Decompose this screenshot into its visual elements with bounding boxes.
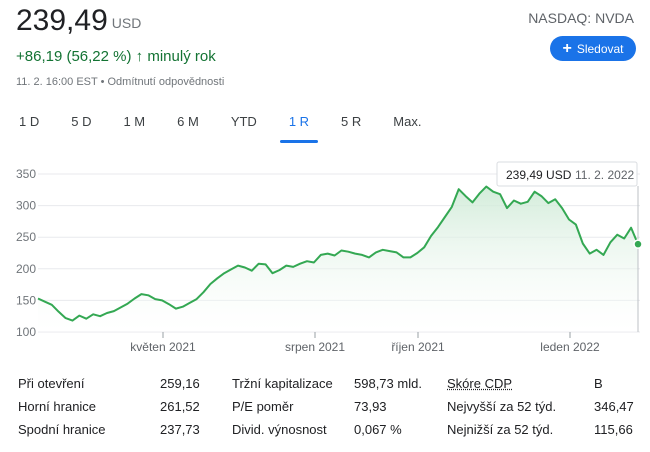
stat-value-cdp: B — [594, 376, 603, 391]
chart-current-point — [633, 239, 643, 249]
stat-value-52w-high: 346,47 — [594, 399, 634, 414]
stat-value-52w-low: 115,66 — [594, 422, 633, 437]
tab-ytd[interactable]: YTD — [230, 114, 257, 129]
stat-label-52w-low: Nejnižší za 52 týd. — [447, 422, 554, 437]
time-range-tabs: 1 D 5 D 1 M 6 M YTD 1 R 5 R Max. — [10, 110, 444, 143]
tooltip-date: 11. 2. 2022 — [575, 168, 634, 182]
price-chart[interactable]: 350 300 250 200 150 100 květen 2021 srpen 2021… — [0, 150, 650, 360]
chart-tooltip: 239,49 USD 11. 2. 2022 — [496, 161, 638, 187]
tab-1r[interactable]: 1 R — [279, 110, 319, 143]
stats-row: Spodní hranice 237,73 Divid. výnosnost 0… — [18, 422, 638, 440]
price-currency: USD — [111, 15, 142, 31]
y-tick-label: 100 — [16, 325, 36, 339]
y-tick-label: 150 — [16, 293, 36, 307]
price-value: 239,49 — [16, 4, 108, 37]
stat-value-dividend: 0,067 % — [354, 422, 402, 437]
x-tick-label: květen 2021 — [130, 340, 196, 354]
y-tick-label: 200 — [16, 262, 36, 276]
tab-1d[interactable]: 1 D — [19, 114, 40, 129]
plus-icon: + — [562, 39, 572, 57]
tab-5r[interactable]: 5 R — [341, 114, 362, 129]
follow-label: Sledovat — [576, 41, 624, 56]
stock-price: 239,49 USD — [16, 4, 141, 38]
stat-label-market-cap: Tržní kapitalizace — [232, 376, 333, 391]
stat-label-pe: P/E poměr — [232, 399, 294, 414]
follow-button[interactable]: + Sledovat — [550, 36, 636, 61]
stat-label-cdp[interactable]: Skóre CDP — [447, 376, 513, 391]
arrow-up-icon: ↑ — [135, 48, 144, 65]
stat-value-high: 261,52 — [160, 399, 200, 414]
tab-6m[interactable]: 6 M — [177, 114, 199, 129]
ticker-symbol: NASDAQ: NVDA — [528, 10, 634, 26]
stat-label-low: Spodní hranice — [18, 422, 106, 437]
price-change: +86,19 (56,22 %) ↑ minulý rok — [16, 48, 216, 65]
x-tick-label: leden 2022 — [540, 340, 600, 354]
y-tick-label: 250 — [16, 230, 36, 244]
stats-row: Horní hranice 261,52 P/E poměr 73,93 Nej… — [18, 399, 638, 417]
stat-label-open: Při otevření — [18, 376, 85, 391]
stat-label-dividend: Divid. výnosnost — [232, 422, 327, 437]
tab-1m[interactable]: 1 M — [123, 114, 146, 129]
change-period: minulý rok — [147, 48, 216, 65]
tab-max[interactable]: Max. — [393, 114, 422, 129]
chart-area-fill — [38, 186, 638, 332]
tooltip-price: 239,49 USD — [506, 168, 572, 182]
stat-value-pe: 73,93 — [354, 399, 387, 414]
stat-label-52w-high: Nejvyšší za 52 týd. — [447, 399, 557, 414]
price-timestamp: 11. 2. 16:00 EST • Odmítnutí odpovědnost… — [16, 76, 225, 88]
y-tick-label: 300 — [16, 199, 36, 213]
x-tick-label: srpen 2021 — [285, 340, 345, 354]
stat-value-low: 237,73 — [160, 422, 200, 437]
stat-value-open: 259,16 — [160, 376, 200, 391]
chart-series-line — [37, 185, 639, 322]
x-tick-label: říjen 2021 — [391, 340, 445, 354]
stat-value-market-cap: 598,73 mld. — [354, 376, 422, 391]
change-value: +86,19 (56,22 %) — [16, 48, 132, 65]
stats-row: Při otevření 259,16 Tržní kapitalizace 5… — [18, 376, 638, 394]
y-tick-label: 350 — [16, 167, 36, 181]
tab-5d[interactable]: 5 D — [71, 114, 92, 129]
stat-label-high: Horní hranice — [18, 399, 97, 414]
